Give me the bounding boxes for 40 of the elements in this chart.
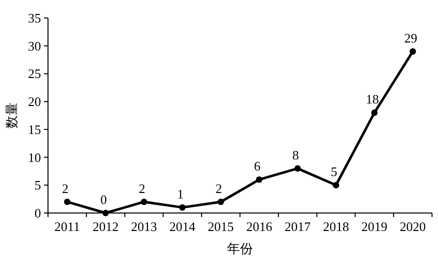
data-label: 5 [330,164,338,180]
y-tick-label: 25 [28,66,41,82]
x-tick-label: 2016 [246,219,273,234]
y-tick-label: 20 [28,94,41,110]
data-label: 1 [177,186,184,202]
x-tick-label: 2011 [54,219,80,234]
x-tick-label: 2018 [323,219,349,234]
y-tick-label: 5 [34,178,41,193]
y-tick-label: 35 [28,10,41,26]
x-tick-label: 2020 [400,219,426,234]
x-axis-title: 年份 [227,241,253,256]
x-tick-label: 2019 [361,219,388,234]
x-tick-label: 2014 [169,219,196,234]
x-tick-label: 2013 [131,219,157,234]
x-tick-label: 2017 [284,219,312,234]
data-label: 18 [366,92,379,107]
point [179,204,186,211]
point [371,110,378,116]
point [218,198,224,206]
x-tick-label: 2015 [208,219,234,234]
point [332,182,340,188]
point [102,210,109,216]
y-tick-label: 0 [34,206,41,220]
data-label: 8 [292,147,299,162]
point [64,198,70,206]
x-tick-label: 2012 [92,219,119,234]
y-axis-title: 数量 [4,102,19,128]
data-label: 29 [404,30,418,46]
data-label: 0 [100,192,107,207]
y-tick-label: 30 [28,38,41,54]
point [410,48,416,55]
point [256,176,262,183]
y-tick-label: 10 [28,150,41,165]
data-label: 2 [138,180,146,196]
data-label: 6 [254,158,261,174]
data-label: 2 [62,180,68,196]
point [294,165,301,172]
y-tick-label: 15 [28,122,41,137]
data-label: 2 [216,180,222,196]
point [140,198,148,206]
